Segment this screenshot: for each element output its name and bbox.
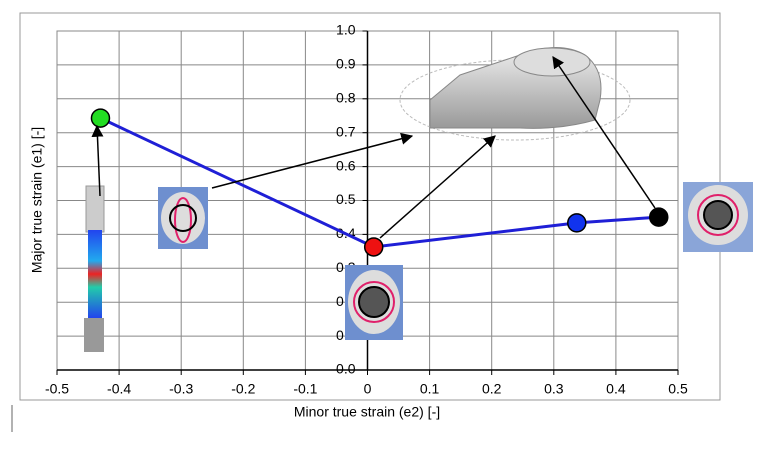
- photo: [683, 182, 753, 252]
- chart-frame: [19, 12, 721, 401]
- y-tick-label: 0.0: [336, 361, 356, 377]
- photo: [345, 265, 403, 340]
- x-tick-label: 0.1: [420, 381, 440, 397]
- data-point: [363, 237, 384, 257]
- x-tick-label: -0.4: [107, 381, 131, 397]
- arrows: [91, 56, 656, 239]
- y-tick-label: 0.8: [336, 90, 356, 106]
- x-tick-label: 0.2: [482, 381, 502, 397]
- x-axis-label: Minor true strain (e2) [-]: [294, 404, 440, 420]
- y-tick-label: 0.9: [336, 56, 356, 72]
- specimen-gauge: [88, 230, 102, 318]
- y-axis-label: Major true strain (e1) [-]: [29, 127, 45, 273]
- x-tick-label: 0: [364, 381, 372, 397]
- part-drawing: [399, 47, 631, 141]
- y-tick-label: 1.0: [336, 22, 356, 38]
- y-tick-label: 0.7: [336, 123, 356, 139]
- x-tick-label: 0.3: [544, 381, 564, 397]
- overlay: [84, 47, 753, 352]
- data-point: [648, 207, 669, 227]
- y-tick-label: 0.6: [336, 157, 356, 173]
- photo: [158, 187, 208, 249]
- y-tick-label: 0.5: [336, 191, 356, 207]
- x-tick-label: 0.5: [668, 381, 688, 397]
- x-tick-label: -0.5: [45, 381, 69, 397]
- specimen-grip: [85, 185, 105, 233]
- specimen-grip: [84, 318, 104, 352]
- data-point: [90, 108, 111, 128]
- data-point: [567, 213, 587, 233]
- x-tick-label: -0.2: [231, 381, 255, 397]
- x-tick-label: -0.1: [293, 381, 317, 397]
- x-tick-label: -0.3: [169, 381, 193, 397]
- series-line: [99, 116, 659, 249]
- x-tick-label: 0.4: [606, 381, 626, 397]
